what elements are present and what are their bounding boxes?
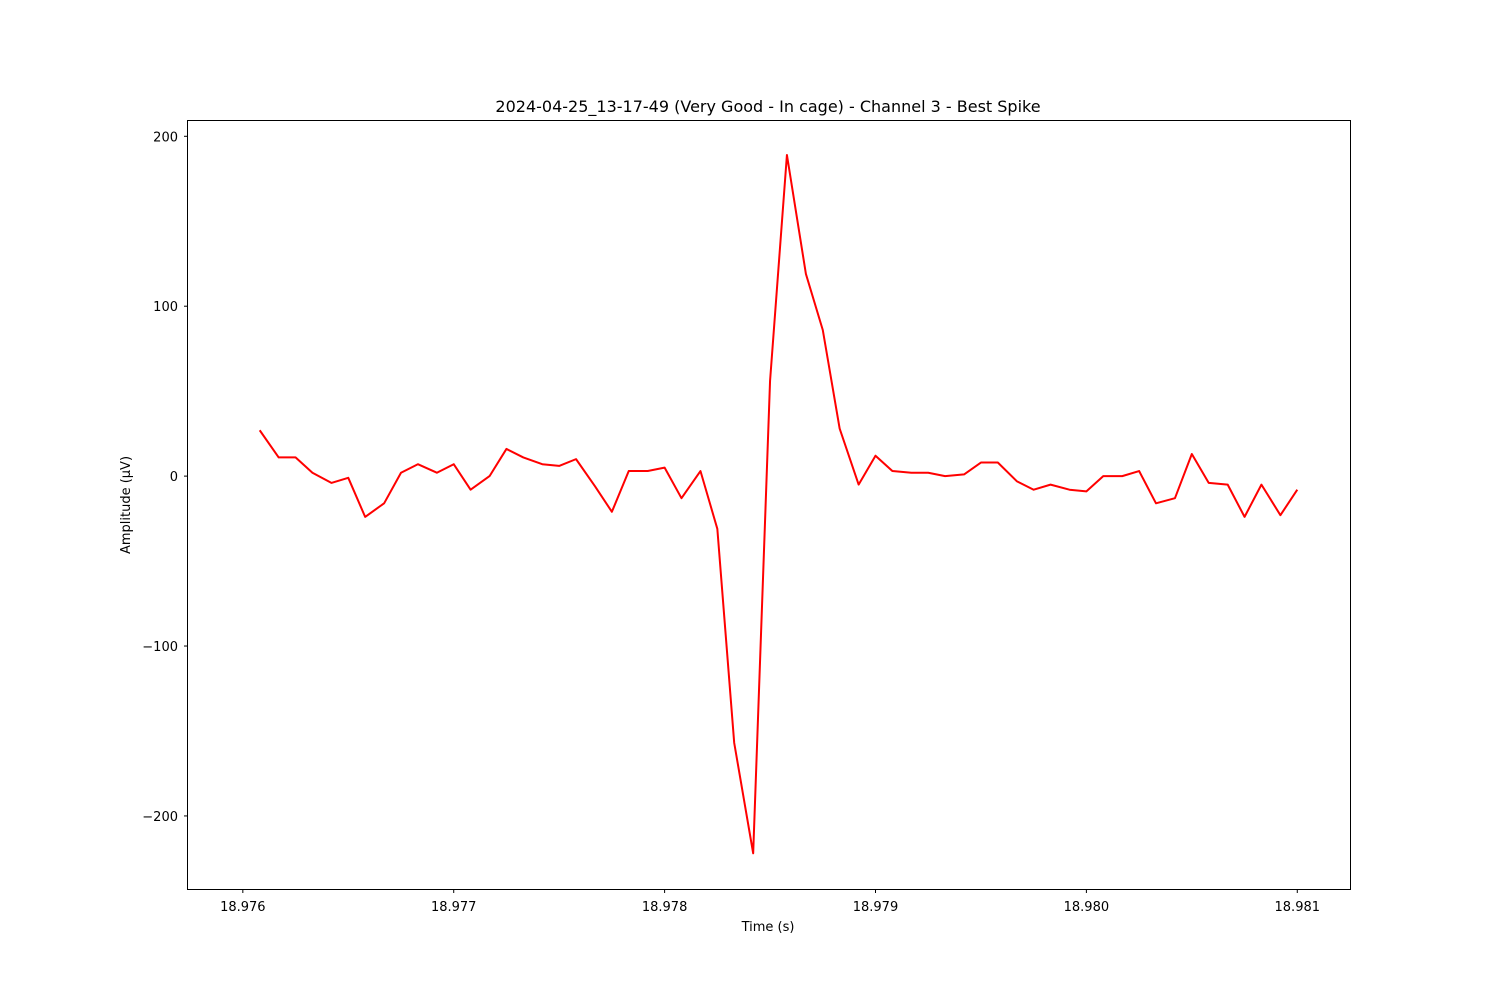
x-tick-label: 18.979: [853, 900, 899, 915]
y-axis: 200 100 0 −100 −200: [142, 130, 188, 825]
y-tick-label: −200: [142, 810, 178, 825]
y-tick-label: 100: [153, 300, 178, 315]
y-tick-label: −100: [142, 640, 178, 655]
y-tick-label: 0: [170, 470, 178, 485]
y-axis-label: Amplitude (µV): [119, 456, 134, 554]
x-axis: 18.976 18.977 18.978 18.979 18.980 18.981: [220, 889, 1320, 915]
plot-area: [258, 153, 1299, 855]
x-tick-label: 18.977: [431, 900, 477, 915]
x-tick-label: 18.980: [1064, 900, 1110, 915]
x-axis-label: Time (s): [741, 920, 795, 935]
y-tick-label: 200: [153, 130, 178, 145]
x-tick-label: 18.978: [642, 900, 688, 915]
plot-frame: [187, 120, 1351, 890]
x-tick-label: 18.981: [1275, 900, 1321, 915]
series-line: [258, 153, 1299, 855]
x-tick-label: 18.976: [220, 900, 266, 915]
chart-title: 2024-04-25_13-17-49 (Very Good - In cage…: [495, 97, 1040, 117]
